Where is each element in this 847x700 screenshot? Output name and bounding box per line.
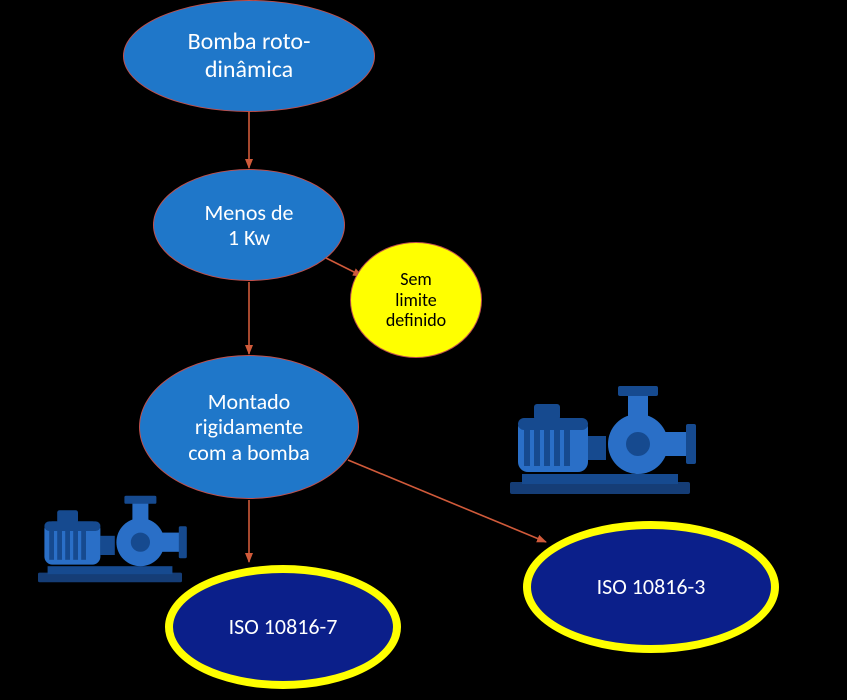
- pump-illustration-left: [30, 480, 190, 595]
- node-iso-10816-7: ISO 10816-7: [165, 565, 401, 689]
- pump-illustration-right: [495, 370, 705, 505]
- node-label: Sem limite definido: [380, 263, 452, 337]
- node-montado-rigidamente: Montado rigidamente com a bomba: [139, 355, 359, 499]
- node-label: Bomba roto- dinâmica: [182, 22, 317, 89]
- node-menos-1kw: Menos de 1 Kw: [153, 169, 345, 281]
- node-sem-limite: Sem limite definido: [350, 242, 482, 358]
- node-bomba-rotodinamica: Bomba roto- dinâmica: [123, 0, 375, 112]
- node-label: Montado rigidamente com a bomba: [182, 383, 316, 471]
- node-iso-10816-3: ISO 10816-3: [523, 521, 779, 653]
- node-label: Menos de 1 Kw: [199, 194, 300, 257]
- node-label: ISO 10816-3: [591, 568, 712, 605]
- node-label: ISO 10816-7: [223, 608, 344, 645]
